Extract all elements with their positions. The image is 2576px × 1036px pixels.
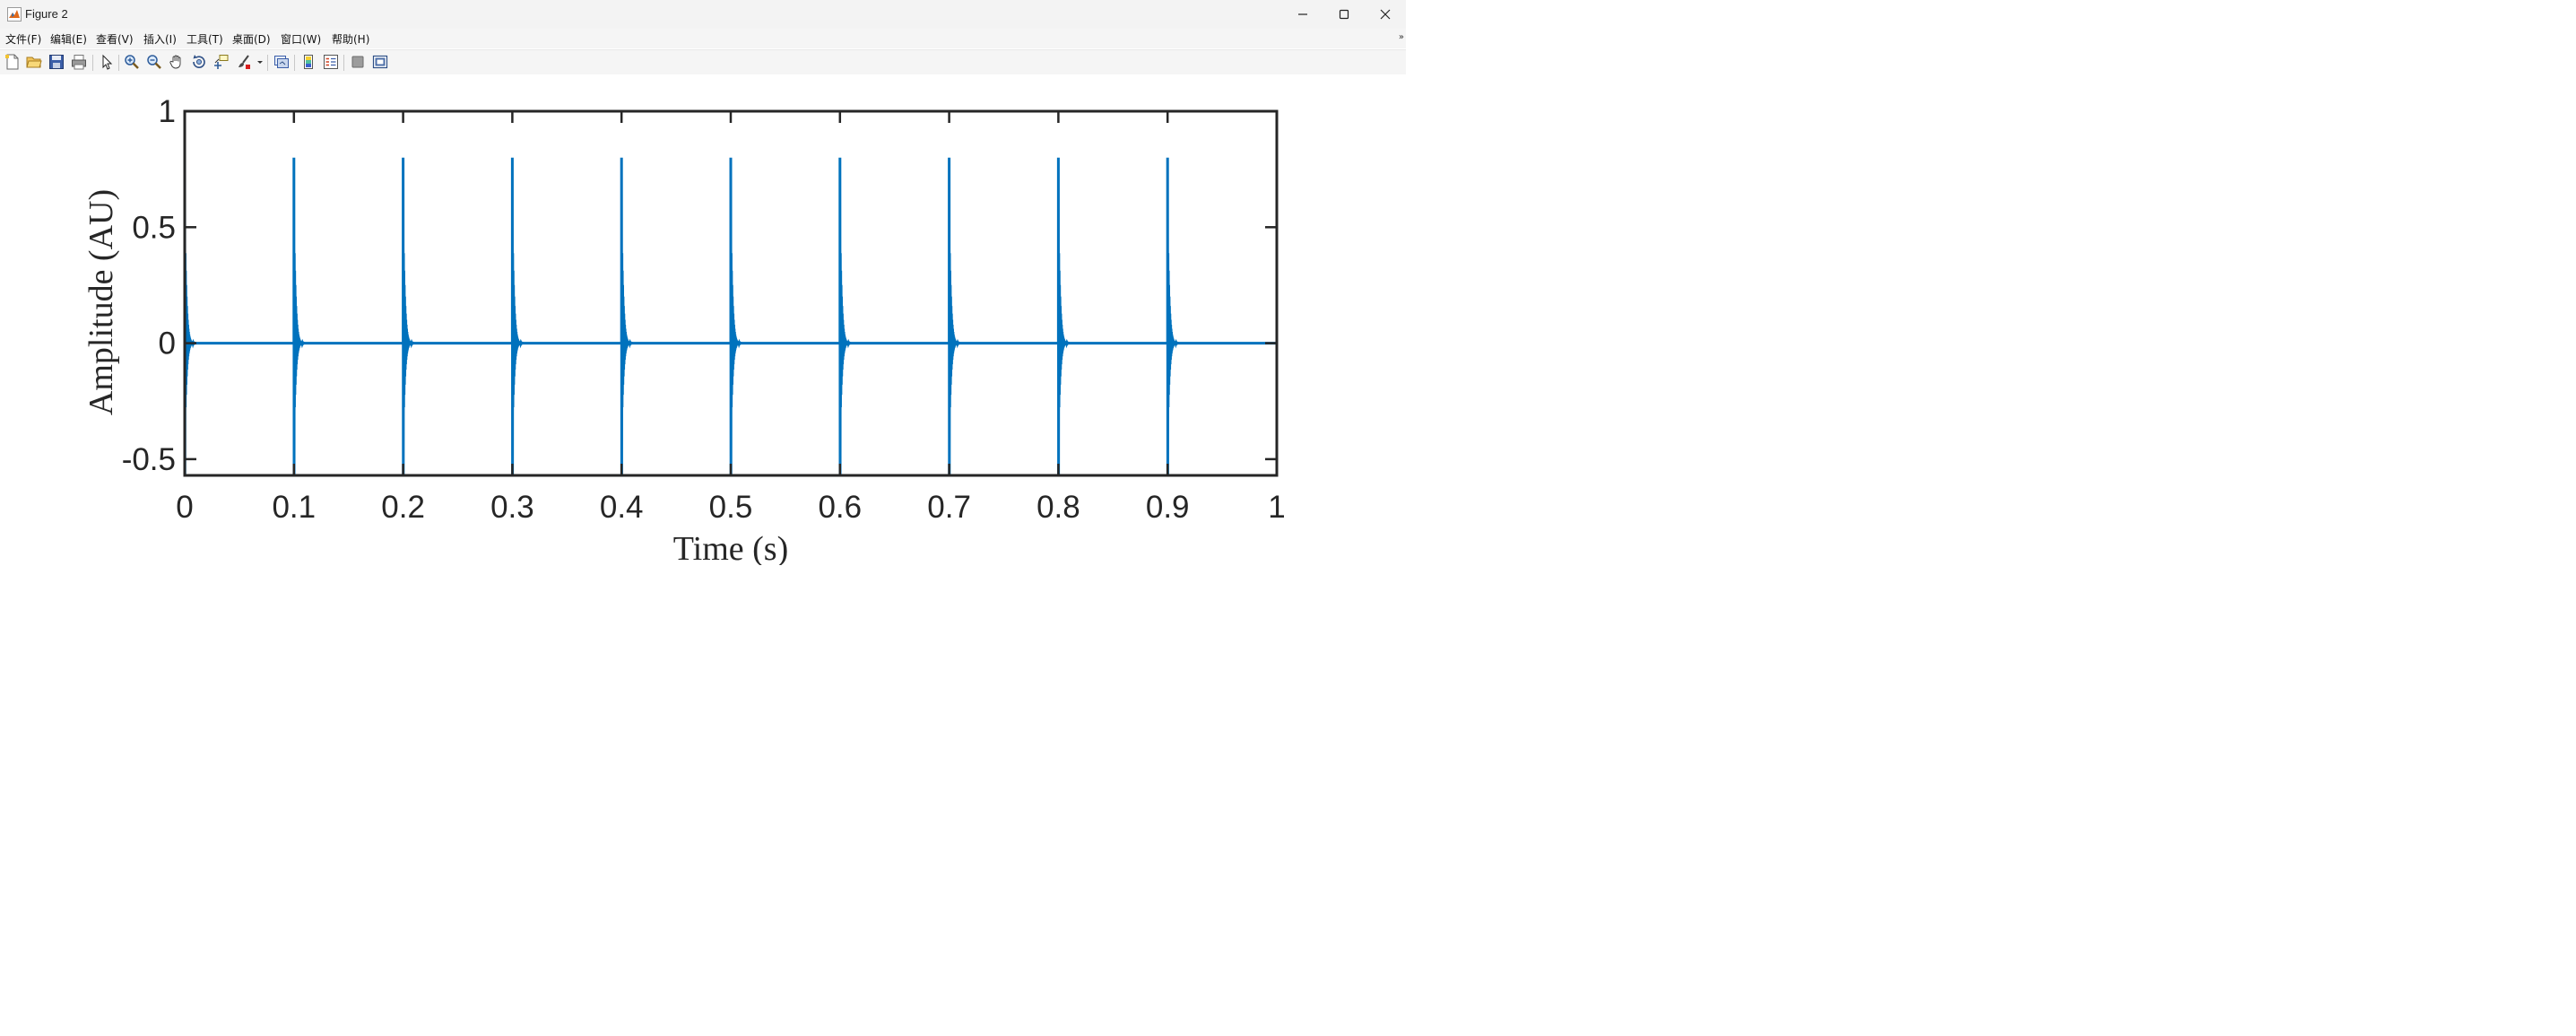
insert-colorbar-icon[interactable] [300,54,317,70]
x-tick-label: 0.6 [818,490,862,525]
menu-bar: 文件(F) 编辑(E) 查看(V) 插入(I) 工具(T) 桌面(D) 窗口(W… [0,29,1406,48]
hide-plot-tools-icon[interactable] [350,54,366,70]
y-axis-label: Amplitude (AU) [82,189,120,415]
menu-file[interactable]: 文件(F) [5,33,42,46]
x-tick-label: 0.9 [1146,490,1190,525]
y-tick-label: 0 [159,326,176,361]
rotate-3d-icon[interactable] [191,54,207,70]
x-tick-label: 1 [1268,490,1285,525]
print-icon[interactable] [71,54,87,70]
maximize-icon [1339,9,1349,20]
y-tick-label: -0.5 [122,442,176,477]
zoom-in-icon[interactable] [124,54,140,70]
y-tick-label: 1 [159,94,176,129]
title-bar: Figure 2 [0,0,1406,30]
menu-desktop[interactable]: 桌面(D) [232,33,271,46]
toolbar-separator [267,55,268,71]
show-plot-tools-icon[interactable] [372,54,388,70]
insert-legend-icon[interactable] [323,54,339,70]
close-button[interactable] [1365,0,1406,29]
chevron-icon[interactable]: » [1398,32,1404,42]
x-tick-label: 0.7 [927,490,971,525]
save-icon[interactable] [48,54,65,70]
signal-series-line [183,157,1277,476]
menu-help[interactable]: 帮助(H) [332,33,370,46]
edit-plot-pointer-icon[interactable] [99,54,115,70]
close-icon [1380,9,1391,20]
toolbar-separator [294,55,295,71]
new-figure-icon[interactable] [4,54,21,70]
minimize-icon [1298,13,1307,15]
link-plot-icon[interactable] [273,54,290,70]
menu-view[interactable]: 查看(V) [96,33,134,46]
menu-edit[interactable]: 编辑(E) [50,33,87,46]
menu-insert[interactable]: 插入(I) [143,33,177,46]
x-tick-label: 0.8 [1036,490,1080,525]
y-tick-label: 0.5 [132,210,176,245]
open-file-icon[interactable] [26,54,42,70]
line-chart[interactable]: 0 0.1 0.2 0.3 0.4 0.5 0.6 0.7 0.8 0.9 1-0.500.51Ti… [0,74,1406,565]
x-tick-label: 0.2 [381,490,425,525]
x-axis-label: Time (s) [673,530,788,565]
menu-window[interactable]: 窗口(W) [281,33,322,46]
x-tick-label: 0.3 [490,490,534,525]
toolbar-separator [343,55,344,71]
matlab-icon [7,7,22,22]
x-tick-label: 0.4 [600,490,644,525]
x-tick-label: 0.5 [709,490,753,525]
toolbar-separator [118,55,119,71]
minimize-button[interactable] [1282,0,1323,29]
maximize-button[interactable] [1323,0,1365,29]
pan-hand-icon[interactable] [169,54,185,70]
figure-toolbar [0,49,1406,75]
menu-tools[interactable]: 工具(T) [186,33,223,46]
zoom-out-icon[interactable] [146,54,162,70]
brush-icon[interactable] [236,54,252,70]
figure-canvas: 0 0.1 0.2 0.3 0.4 0.5 0.6 0.7 0.8 0.9 1 -0.5 0 0.5 1 Ti… [0,74,1406,565]
x-tick-label: 0 [176,490,193,525]
brush-dropdown-icon[interactable] [256,54,265,70]
data-cursor-icon[interactable] [213,54,230,70]
toolbar-separator [92,55,93,71]
x-tick-label: 0.1 [272,490,316,525]
window-title: Figure 2 [25,7,68,21]
